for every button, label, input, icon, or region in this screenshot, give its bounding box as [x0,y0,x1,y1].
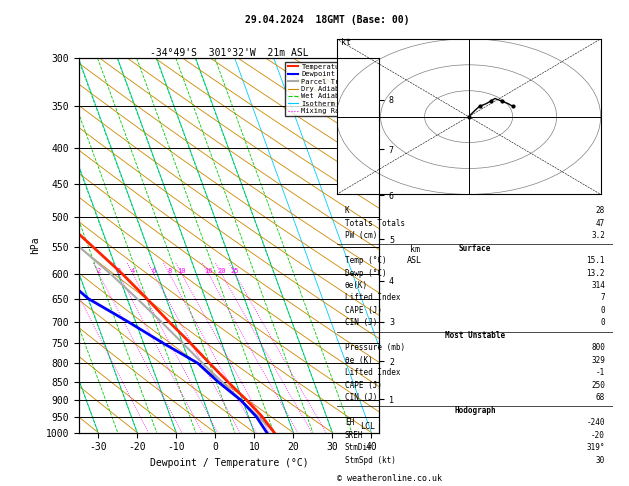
Text: K: K [345,206,350,215]
Text: © weatheronline.co.uk: © weatheronline.co.uk [337,474,442,483]
Y-axis label: hPa: hPa [30,237,40,254]
Legend: Temperature, Dewpoint, Parcel Trajectory, Dry Adiabat, Wet Adiabat, Isotherm, Mi: Temperature, Dewpoint, Parcel Trajectory… [286,62,376,116]
Text: Totals Totals: Totals Totals [345,219,405,227]
Text: -240: -240 [586,418,605,427]
Text: 16: 16 [204,268,213,274]
Text: 13.2: 13.2 [586,268,605,278]
Text: Lifted Index: Lifted Index [345,294,400,302]
Text: 6: 6 [152,268,156,274]
Text: 800: 800 [591,343,605,352]
Text: 4: 4 [131,268,135,274]
Text: -1: -1 [596,368,605,377]
Text: 29.04.2024  18GMT (Base: 00): 29.04.2024 18GMT (Base: 00) [245,15,409,25]
Text: CAPE (J): CAPE (J) [345,306,382,315]
Text: 15.1: 15.1 [586,256,605,265]
Text: 329: 329 [591,356,605,365]
Text: EH: EH [345,418,354,427]
Text: Most Unstable: Most Unstable [445,331,505,340]
Text: Lifted Index: Lifted Index [345,368,400,377]
Text: 7: 7 [600,294,605,302]
Text: CAPE (J): CAPE (J) [345,381,382,390]
Text: StmDir: StmDir [345,443,372,452]
Text: 0: 0 [600,306,605,315]
Text: 30: 30 [596,455,605,465]
Text: 314: 314 [591,281,605,290]
Title: -34°49'S  301°32'W  21m ASL: -34°49'S 301°32'W 21m ASL [150,48,308,57]
Text: 47: 47 [596,219,605,227]
X-axis label: Dewpoint / Temperature (°C): Dewpoint / Temperature (°C) [150,458,308,468]
Text: Pressure (mb): Pressure (mb) [345,343,405,352]
Text: 8: 8 [167,268,172,274]
Text: 10: 10 [177,268,186,274]
Text: 250: 250 [591,381,605,390]
Text: 28: 28 [596,206,605,215]
Text: kt: kt [341,38,351,47]
Text: PW (cm): PW (cm) [345,231,377,240]
Text: LCL: LCL [360,422,376,431]
Text: CIN (J): CIN (J) [345,318,377,328]
Text: CIN (J): CIN (J) [345,393,377,402]
Text: StmSpd (kt): StmSpd (kt) [345,455,396,465]
Text: Surface: Surface [459,243,491,253]
Text: Dewp (°C): Dewp (°C) [345,268,386,278]
Text: θe (K): θe (K) [345,356,372,365]
Y-axis label: km
ASL: km ASL [408,245,422,265]
Text: 3.2: 3.2 [591,231,605,240]
Text: 25: 25 [231,268,239,274]
Text: 2: 2 [97,268,101,274]
Text: -20: -20 [591,431,605,439]
Text: Hodograph: Hodograph [454,406,496,415]
Text: 68: 68 [596,393,605,402]
Text: 20: 20 [217,268,226,274]
Text: 319°: 319° [586,443,605,452]
Text: 0: 0 [600,318,605,328]
Text: 3: 3 [116,268,121,274]
Text: Temp (°C): Temp (°C) [345,256,386,265]
Text: SREH: SREH [345,431,364,439]
Text: θe(K): θe(K) [345,281,368,290]
